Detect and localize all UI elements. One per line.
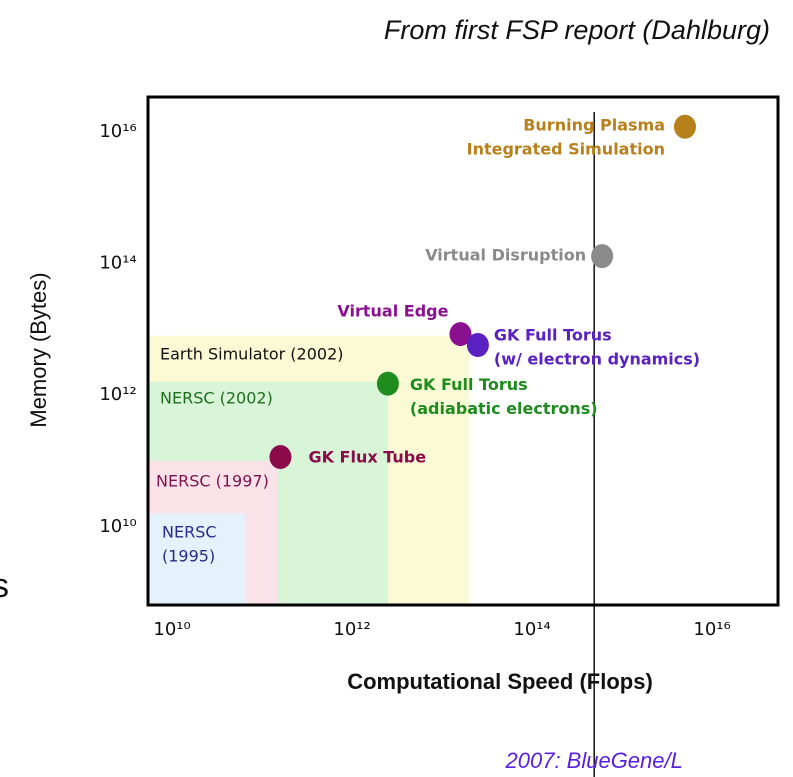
- point-label: (w/ electron dynamics): [494, 349, 700, 368]
- data-point: [466, 332, 489, 357]
- chart-title: From first FSP report (Dahlburg): [384, 15, 770, 45]
- region-label: Earth Simulator (2002): [160, 345, 344, 364]
- x-tick-label: 10¹⁶: [693, 619, 730, 640]
- x-axis-label: Computational Speed (Flops): [347, 669, 653, 694]
- plot-frame: [146, 95, 780, 607]
- point-label: (adiabatic electrons): [410, 399, 598, 418]
- x-tick-label: 10¹²: [333, 619, 370, 640]
- y-tick-label: 10¹⁶: [99, 121, 136, 142]
- point-label: GK Full Torus: [494, 325, 612, 344]
- y-tick-label: 10¹⁰: [99, 516, 136, 537]
- region: [148, 513, 246, 605]
- point-label: GK Flux Tube: [308, 448, 426, 467]
- point-label: GK Full Torus: [410, 375, 528, 394]
- region-label: NERSC (1997): [156, 472, 269, 491]
- data-point: [376, 371, 399, 396]
- region-label: (1995): [162, 547, 215, 566]
- y-tick-label: 10¹⁴: [99, 253, 136, 274]
- data-point: [449, 322, 472, 347]
- y-axis-label: Memory (Bytes): [26, 272, 51, 427]
- y-tick-label: 10¹²: [99, 384, 136, 405]
- point-label: Integrated Simulation: [467, 139, 665, 158]
- reference-label: 2007: BlueGene/L: [505, 748, 683, 773]
- point-label: Burning Plasma: [523, 115, 665, 134]
- point-label: Virtual Edge: [337, 302, 448, 321]
- text-fragment: s: [0, 567, 9, 605]
- x-tick-label: 10¹⁰: [153, 619, 190, 640]
- data-point: [673, 114, 696, 139]
- data-point: [269, 445, 292, 470]
- region-label: NERSC (2002): [160, 389, 273, 408]
- point-label: Virtual Disruption: [425, 246, 586, 265]
- x-tick-label: 10¹⁴: [513, 619, 550, 640]
- region-label: NERSC: [162, 523, 217, 542]
- data-point: [591, 244, 614, 269]
